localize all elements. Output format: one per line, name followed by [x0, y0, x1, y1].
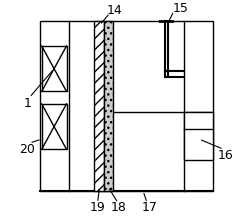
- Text: 19: 19: [89, 201, 105, 214]
- Bar: [94, 21, 103, 191]
- Text: 16: 16: [217, 149, 233, 162]
- Bar: [103, 21, 113, 191]
- Bar: [42, 46, 66, 91]
- Text: 15: 15: [172, 2, 187, 15]
- Bar: [40, 21, 212, 191]
- Text: 18: 18: [110, 201, 126, 214]
- Text: 1: 1: [23, 97, 31, 110]
- Text: 14: 14: [106, 4, 121, 17]
- Bar: [184, 112, 212, 160]
- Bar: [42, 104, 66, 149]
- Text: 17: 17: [141, 201, 156, 214]
- Text: 20: 20: [19, 143, 35, 156]
